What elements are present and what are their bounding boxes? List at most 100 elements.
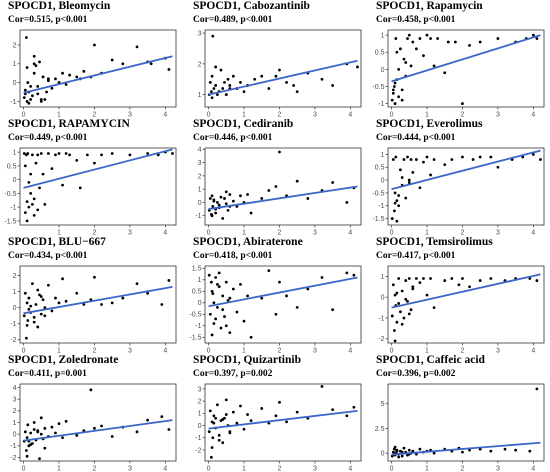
- data-point: [22, 314, 26, 318]
- data-point: [450, 277, 454, 280]
- data-point: [212, 199, 216, 203]
- data-point: [496, 37, 500, 40]
- y-tick-label: -2: [10, 455, 16, 462]
- scatter-panel: SPOCD1, RAPAMYCIN Cor=0.449, p<0.001 1 2 3 4 -…: [2, 118, 182, 237]
- data-point: [214, 317, 218, 321]
- data-point: [503, 447, 507, 451]
- data-point: [392, 85, 396, 88]
- data-point: [253, 77, 257, 81]
- x-tick-label: 1: [57, 466, 61, 472]
- data-point: [395, 291, 399, 295]
- data-point: [82, 69, 86, 73]
- data-point: [25, 66, 29, 69]
- panel-title: SPOCD1, Bleomycin: [8, 0, 111, 12]
- data-point: [400, 322, 404, 326]
- scatter-plot: 0 1 2 3 4 1 2 3: [198, 29, 362, 119]
- regression-line: [208, 276, 358, 308]
- data-point: [320, 385, 324, 388]
- data-point: [29, 84, 33, 88]
- data-point: [242, 90, 246, 93]
- data-point: [285, 420, 288, 424]
- data-point: [392, 329, 396, 332]
- regression-line: [391, 34, 541, 83]
- data-point: [32, 320, 36, 324]
- x-tick-label: 0: [390, 112, 394, 119]
- data-point: [399, 47, 402, 51]
- plot-frame: [204, 383, 362, 462]
- data-point: [395, 320, 399, 324]
- data-point: [224, 202, 228, 206]
- data-point: [210, 96, 214, 100]
- data-point: [32, 71, 36, 75]
- data-point: [267, 269, 271, 272]
- data-point: [393, 201, 397, 205]
- y-tick-label: -1.5: [4, 218, 16, 225]
- data-point: [391, 450, 395, 454]
- regression-line: [23, 148, 173, 189]
- data-point: [146, 152, 150, 155]
- data-point: [100, 303, 103, 306]
- data-point: [68, 73, 72, 77]
- data-point: [228, 331, 232, 335]
- data-point: [224, 93, 228, 97]
- data-point: [26, 319, 30, 322]
- data-point: [211, 34, 215, 38]
- x-tick-label: 3: [313, 230, 317, 237]
- data-point: [397, 455, 401, 459]
- data-point: [110, 58, 114, 62]
- data-point: [214, 211, 218, 215]
- data-point: [514, 448, 518, 452]
- scatter-panel: SPOCD1, Caffeic acid Cor=0.396, p=0.002 0 1…: [370, 354, 550, 472]
- regression-line: [23, 419, 173, 442]
- data-point: [443, 71, 447, 75]
- data-point: [345, 414, 349, 418]
- data-point: [43, 98, 47, 101]
- data-point: [68, 153, 72, 157]
- data-point: [246, 193, 249, 196]
- data-point: [23, 88, 27, 92]
- x-tick-label: 3: [128, 348, 132, 355]
- x-tick-label: 4: [531, 112, 535, 119]
- x-tick-label: 2: [461, 230, 465, 237]
- data-point: [331, 408, 335, 412]
- data-point: [446, 40, 450, 44]
- data-point: [23, 211, 27, 215]
- data-point: [443, 279, 447, 282]
- y-tick-label: 1: [13, 420, 17, 427]
- data-point: [392, 209, 396, 213]
- panel-correlation: Cor=0.449, p<0.001: [8, 133, 88, 143]
- x-tick-label: 3: [496, 112, 500, 119]
- data-point: [489, 277, 493, 280]
- y-tick-label: -1: [378, 203, 384, 210]
- x-tick-label: 1: [242, 466, 246, 472]
- data-point: [89, 388, 93, 392]
- data-point: [23, 430, 27, 434]
- data-point: [39, 312, 43, 316]
- data-point: [214, 84, 218, 87]
- data-point: [31, 202, 34, 206]
- data-point: [246, 413, 249, 416]
- data-point: [149, 62, 153, 66]
- x-tick-label: 3: [496, 466, 500, 472]
- data-point: [409, 308, 413, 312]
- panel-title: SPOCD1, Everolimus: [376, 118, 483, 130]
- y-tick-label: -1: [378, 101, 384, 108]
- data-point: [267, 87, 271, 90]
- data-point: [38, 186, 41, 190]
- panel-correlation: Cor=0.418, p<0.001: [193, 251, 273, 261]
- data-point: [32, 315, 36, 319]
- x-tick-label: 3: [128, 466, 132, 472]
- data-point: [156, 153, 160, 157]
- y-tick-label: 0.5: [192, 289, 202, 296]
- x-tick-label: 2: [278, 466, 282, 472]
- data-point: [352, 273, 356, 277]
- panel-correlation: Cor=0.396, p=0.002: [376, 369, 456, 379]
- y-tick-label: -1: [10, 99, 16, 106]
- data-point: [443, 163, 447, 167]
- panel-correlation: Cor=0.458, p<0.001: [376, 15, 456, 25]
- scatter-panel: SPOCD1, Bleomycin Cor=0.515, p<0.001 0 1 2 3 4…: [2, 0, 182, 119]
- data-point: [82, 303, 86, 306]
- data-point: [217, 203, 221, 207]
- data-point: [478, 155, 482, 159]
- scatter-plot: 0 1 2 3 4 -1.5 -1 -0.5 0 0.5 1 1.5: [189, 265, 362, 355]
